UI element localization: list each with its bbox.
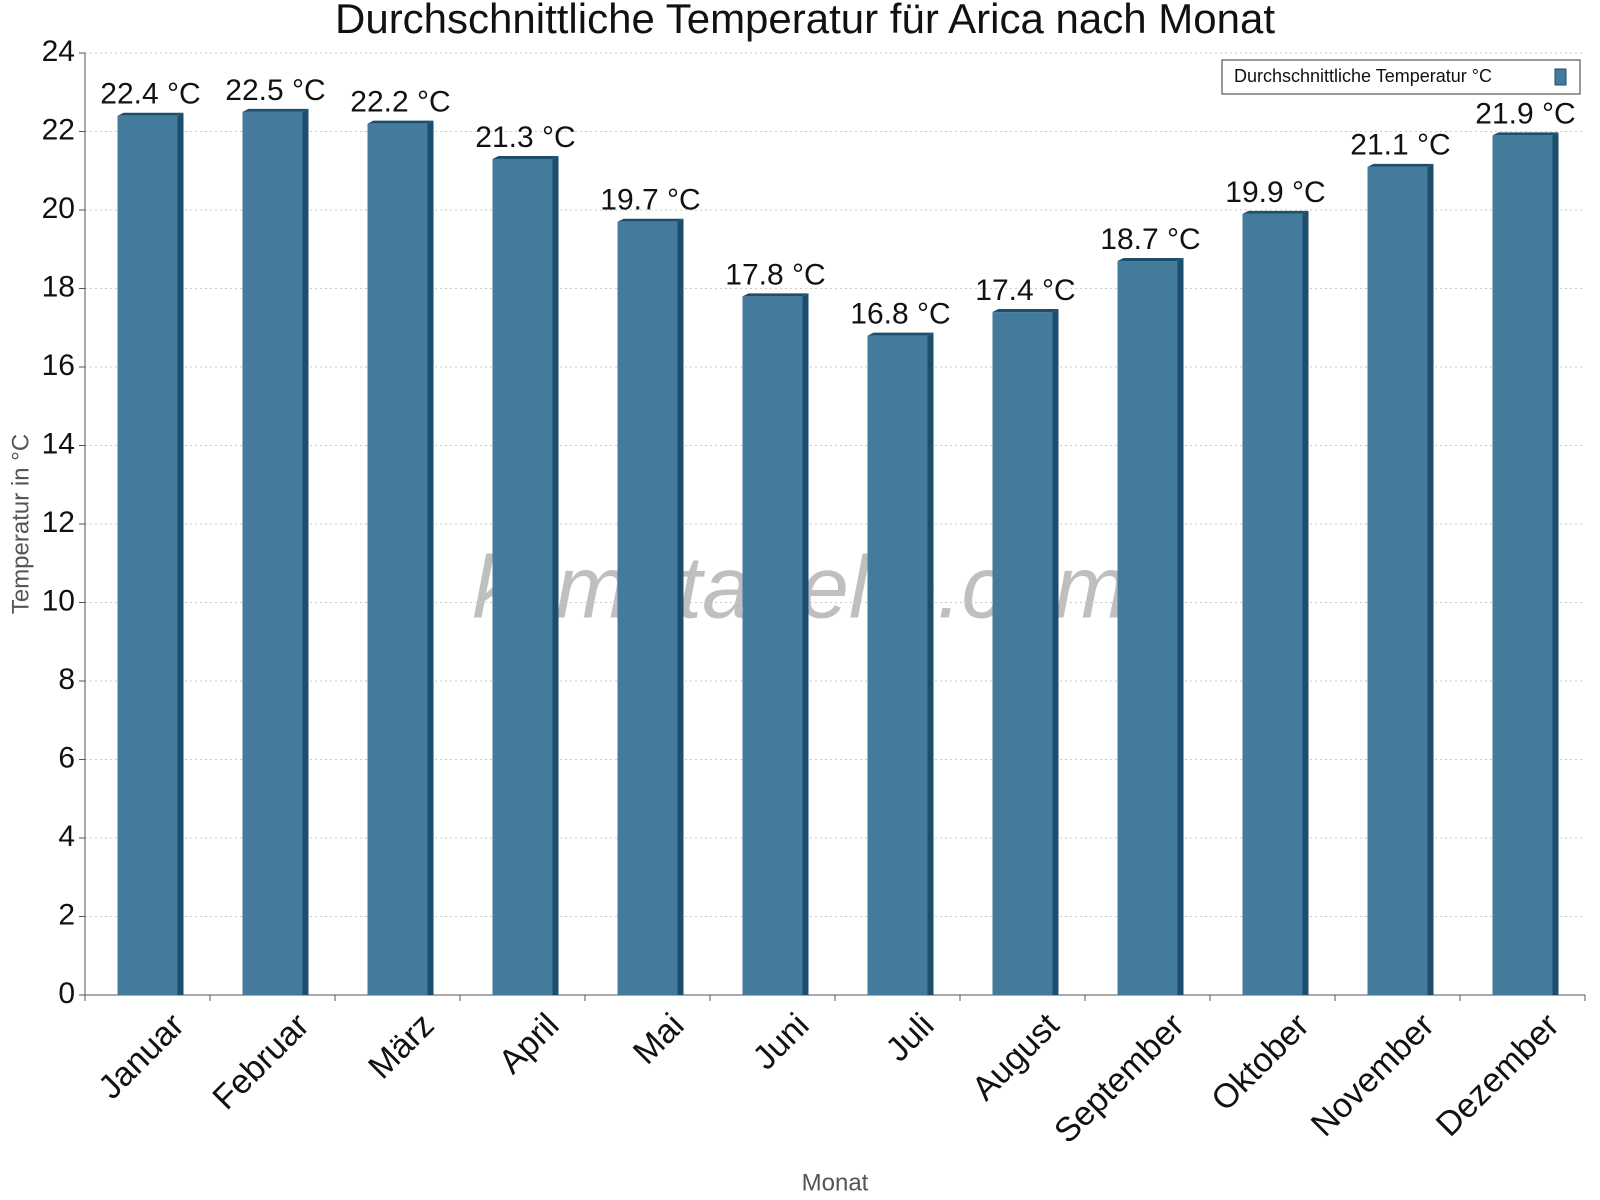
bar-side [1302,210,1309,996]
bar-group [492,155,559,996]
bar-side [927,332,934,996]
bar-top [242,108,309,112]
bar-side [1427,163,1434,995]
x-tick-label: Juni [746,1006,817,1077]
value-label: 17.4 °C [975,274,1075,307]
value-label: 22.4 °C [100,78,200,111]
value-label: 21.1 °C [1350,129,1450,162]
x-tick-label: September [1047,1006,1191,1150]
y-tick-label: 0 [58,977,75,1010]
bar [617,221,678,995]
bar-group [367,120,434,995]
value-label: 19.7 °C [600,184,700,217]
bar-top [617,218,684,222]
bar [867,335,928,996]
bar-top [1117,258,1184,262]
bar-side [677,218,684,995]
bar-group [867,332,934,996]
y-tick-label: 24 [42,35,75,68]
bar-top [1242,210,1309,214]
y-tick-label: 8 [58,663,75,696]
x-tick-label: Dezember [1429,1006,1567,1144]
bar-group [1492,132,1559,996]
bar [1242,213,1303,996]
bar [492,158,553,996]
bar [367,123,428,995]
bar-top [1367,163,1434,167]
bar-group [1367,163,1434,995]
bar-top [867,332,934,336]
legend-box [1221,59,1581,95]
bar-side [177,112,184,996]
y-tick-label: 16 [42,349,75,382]
value-label: 22.2 °C [350,86,450,119]
x-tick-label: Januar [91,1006,191,1106]
bar-group [242,108,309,995]
bar-group [117,112,184,996]
bar-side [552,155,559,996]
legend-swatch [1554,68,1567,86]
value-label: 21.9 °C [1475,97,1575,130]
chart-title: Durchschnittliche Temperatur für Arica n… [335,0,1275,42]
x-tick-label: April [492,1006,567,1081]
bar-group [742,293,809,996]
bar-side [427,120,434,995]
bar [1117,261,1178,995]
bar-side [1552,132,1559,996]
bar-group [1117,258,1184,995]
bar [1492,135,1553,996]
value-label: 16.8 °C [850,298,950,331]
bar-side [302,108,309,995]
x-tick-label: November [1304,1006,1442,1144]
value-label: 17.8 °C [725,258,825,291]
legend-label: Durchschnittliche Temperatur °C [1234,66,1492,86]
value-label: 21.3 °C [475,121,575,154]
bar-top [367,120,434,124]
bar-group [992,309,1059,995]
bar-top [117,112,184,116]
y-tick-label: 6 [58,741,75,774]
y-axis-label: Temperatur in °C [7,434,34,614]
bar-top [492,155,559,159]
bar-side [1052,309,1059,995]
legend: Durchschnittliche Temperatur °C [1221,59,1581,95]
bar [742,296,803,996]
bar-group [1242,210,1309,996]
bar-top [992,309,1059,313]
x-tick-label: März [361,1006,441,1086]
bar-top [742,293,809,297]
bar [992,312,1053,995]
bar [242,111,303,995]
bar [1367,166,1428,995]
y-tick-label: 14 [42,427,75,460]
x-tick-label: Mai [626,1006,692,1072]
value-label: 19.9 °C [1225,176,1325,209]
bar-group [617,218,684,995]
y-tick-label: 10 [42,584,75,617]
y-tick-label: 12 [42,506,75,539]
x-tick-label: Februar [205,1006,316,1117]
y-tick-label: 4 [58,820,75,853]
y-tick-label: 20 [42,192,75,225]
y-tick-label: 22 [42,113,75,146]
y-tick-label: 2 [58,898,75,931]
y-tick-label: 18 [42,270,75,303]
bar-side [802,293,809,996]
value-label: 22.5 °C [225,74,325,107]
bar [117,115,178,996]
value-label: 18.7 °C [1100,223,1200,256]
bar-top [1492,132,1559,136]
x-tick-label: Juli [879,1006,942,1069]
bar-side [1177,258,1184,995]
x-axis-label: Monat [802,1169,869,1196]
x-tick-label: August [965,1006,1067,1108]
x-tick-label: Oktober [1204,1006,1316,1118]
